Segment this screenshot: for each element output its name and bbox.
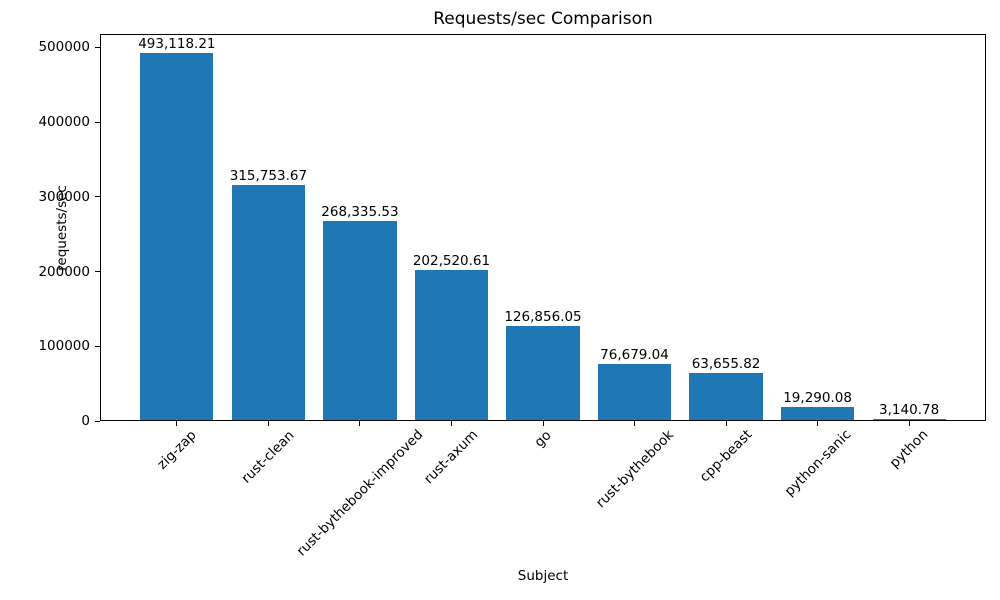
chart-title: Requests/sec Comparison [433,9,653,29]
bar [140,52,214,421]
bar [414,269,489,421]
x-tick [450,421,452,426]
bar [506,326,580,421]
bar-value-label: 3,140.78 [879,401,940,418]
bar [597,363,672,421]
x-tick-label: python [886,426,932,472]
y-tick [95,345,100,347]
x-tick-label: rust-clean [238,427,298,487]
y-tick [95,46,100,48]
x-tick-label: zig-zap [154,426,200,473]
bar [231,185,306,421]
bar-value-label: 63,655.82 [691,356,761,373]
x-tick [267,421,269,426]
y-tick-label: 200000 [38,263,90,280]
x-tick [908,421,910,426]
x-axis-label: Subject [517,568,569,584]
bar [780,406,855,421]
y-tick [95,420,100,422]
y-tick [95,271,100,273]
bar-value-label: 76,679.04 [600,346,669,363]
x-tick [634,421,636,426]
bar-value-label: 493,118.21 [138,35,216,52]
x-tick-label: rust-axum [421,426,482,488]
y-tick [95,121,100,123]
x-tick-label: cpp-beast [696,427,756,486]
bar-value-label: 126,856.05 [504,309,582,326]
x-tick [725,421,727,426]
bar-value-label: 19,290.08 [783,389,852,406]
x-tick-label: rust-bythebook-improved [293,427,427,560]
bar [872,418,946,421]
y-tick-label: 300000 [38,188,90,205]
x-tick-label: go [531,427,555,451]
bar-value-label: 202,520.61 [412,252,491,269]
bar-value-label: 315,753.67 [229,168,308,185]
bar-value-label: 268,335.53 [321,203,399,220]
bar [323,220,397,421]
x-tick [817,421,819,426]
y-tick-label: 100000 [38,338,90,355]
bar [689,373,763,421]
y-tick-label: 0 [81,413,90,429]
x-tick-label: python-sanic [781,426,855,500]
y-tick-label: 500000 [38,39,90,56]
y-tick-label: 400000 [38,114,90,131]
y-tick [95,196,100,198]
x-tick [359,421,361,426]
x-tick [176,421,178,426]
x-tick-label: rust-bythebook [592,427,677,512]
x-tick [542,421,544,426]
